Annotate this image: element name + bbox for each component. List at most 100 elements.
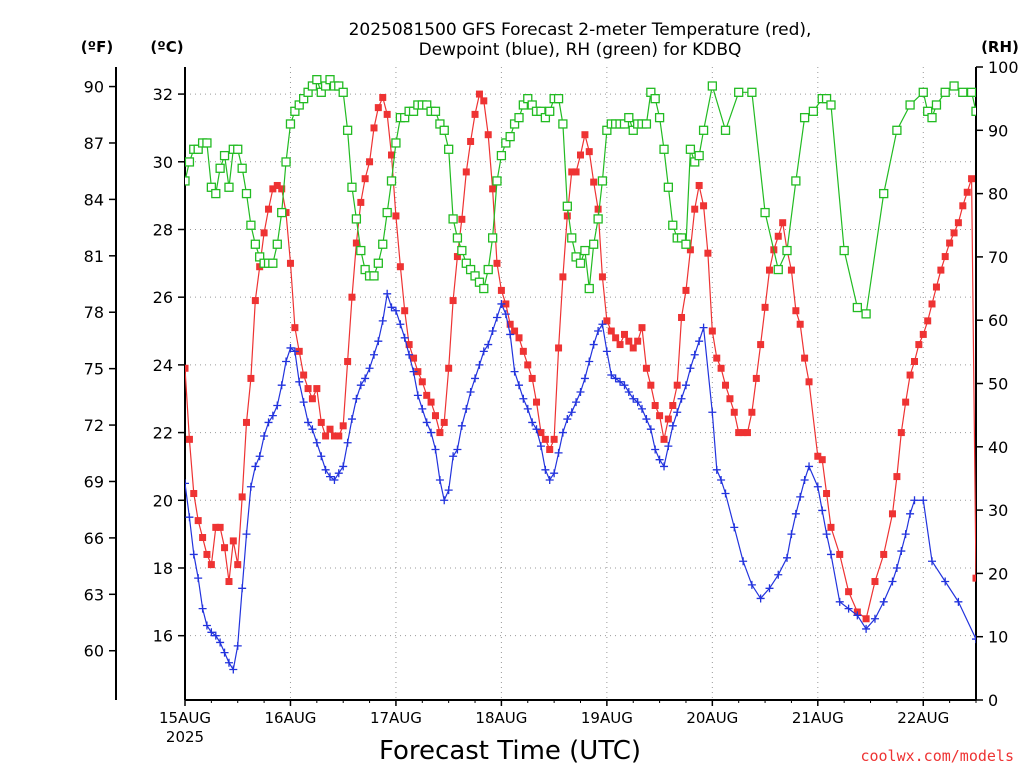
- dewpoint-point: [550, 469, 559, 478]
- temperature-point: [620, 330, 628, 338]
- dewpoint-point: [686, 364, 695, 373]
- temperature-point: [761, 303, 769, 311]
- rh-point: [373, 258, 383, 268]
- dewpoint-point: [523, 404, 532, 413]
- rh-point: [356, 245, 366, 256]
- rh-point: [782, 245, 792, 256]
- dewpoint-point: [202, 621, 211, 630]
- temperature-point: [410, 354, 418, 362]
- temperature-point: [502, 300, 510, 308]
- rh-tick-label: 80: [988, 185, 1008, 204]
- dewpoint-point: [853, 611, 862, 620]
- rh-point: [562, 201, 572, 211]
- temperature-point: [212, 523, 220, 531]
- series-line-rh: [185, 78, 976, 315]
- dewpoint-point: [409, 367, 418, 376]
- temperature-point: [229, 537, 237, 545]
- chart-title-line1: 2025081500 GFS Forecast 2-meter Temperat…: [349, 20, 812, 40]
- dewpoint-point: [317, 452, 326, 461]
- dewpoint-point: [813, 482, 822, 491]
- temperature-point: [924, 317, 932, 325]
- dewpoint-point: [611, 374, 620, 383]
- temperature-point: [616, 341, 624, 349]
- temperature-point: [489, 185, 497, 193]
- rh-point: [338, 87, 348, 97]
- dewpoint-point: [673, 408, 682, 417]
- fahrenheit-unit-label: (ºF): [81, 38, 113, 56]
- dewpoint-point: [541, 465, 550, 474]
- dewpoint-point: [277, 381, 286, 390]
- rh-point: [496, 150, 507, 161]
- temperature-point: [304, 385, 312, 393]
- dewpoint-point: [229, 665, 238, 674]
- temperature-point: [726, 395, 734, 403]
- temperature-point: [308, 395, 316, 403]
- dewpoint-point: [431, 445, 440, 454]
- temperature-point: [660, 435, 668, 443]
- rh-point: [966, 87, 976, 97]
- temperature-point: [436, 429, 444, 437]
- dewpoint-point: [624, 387, 633, 396]
- temperature-point: [361, 175, 369, 183]
- rh-unit-label: (RH): [981, 38, 1019, 56]
- rh-point: [483, 264, 493, 275]
- dewpoint-point: [822, 530, 831, 539]
- celsius-tick-label: 26: [153, 288, 173, 307]
- dewpoint-point: [383, 289, 392, 298]
- temperature-point: [335, 432, 343, 440]
- dewpoint-point: [765, 584, 774, 593]
- dewpoint-point: [475, 360, 484, 369]
- fahrenheit-tick-label: 87: [84, 134, 104, 153]
- dewpoint-point: [435, 475, 444, 484]
- temperature-point: [352, 239, 360, 247]
- temperature-point: [577, 151, 584, 159]
- rh-point: [492, 176, 502, 186]
- rh-point: [272, 239, 282, 249]
- temperature-point: [242, 418, 250, 426]
- dewpoint-point: [972, 635, 976, 644]
- dewpoint-point: [260, 431, 269, 440]
- dewpoint-point: [545, 475, 554, 484]
- temperature-point: [568, 168, 576, 176]
- temperature-point: [396, 263, 404, 271]
- series-line-temperature: [185, 92, 976, 620]
- temperature-point: [634, 337, 642, 345]
- dewpoint-point: [365, 364, 374, 373]
- temperature-point: [533, 398, 541, 406]
- rh-point: [734, 87, 744, 97]
- dewpoint-point: [304, 418, 313, 427]
- dewpoint-point: [756, 594, 765, 603]
- dewpoint-point: [783, 553, 792, 562]
- celsius-tick-label: 28: [153, 220, 173, 239]
- rh-point: [558, 119, 568, 129]
- x-tick-label: 18AUG: [475, 709, 527, 727]
- temperature-point: [265, 205, 273, 213]
- rh-tick-label: 60: [988, 311, 1008, 330]
- dewpoint-point: [730, 523, 739, 532]
- dewpoint-point: [457, 421, 466, 430]
- temperature-point: [366, 158, 374, 166]
- rh-point: [391, 138, 401, 148]
- rh-point: [760, 207, 770, 218]
- temperature-point: [915, 341, 923, 349]
- dewpoint-point: [339, 462, 348, 471]
- rh-point: [826, 100, 836, 110]
- temperature-point: [656, 412, 664, 420]
- temperature-point: [190, 490, 198, 498]
- dewpoint-point: [747, 580, 756, 589]
- rh-point: [281, 157, 291, 167]
- fahrenheit-tick-label: 66: [84, 529, 104, 548]
- temperature-point: [194, 517, 202, 525]
- temperature-point: [941, 253, 949, 261]
- dewpoint-point: [330, 475, 339, 484]
- temperature-point: [594, 205, 602, 213]
- rh-point: [285, 119, 296, 129]
- watermark: coolwx.com/models: [860, 747, 1014, 765]
- fahrenheit-tick-label: 75: [84, 360, 104, 379]
- temperature-point: [787, 266, 795, 274]
- dewpoint-point: [352, 394, 361, 403]
- dewpoint-point: [484, 340, 493, 349]
- temperature-point: [590, 178, 598, 186]
- dewpoint-point: [646, 425, 655, 434]
- temperature-point: [818, 456, 826, 464]
